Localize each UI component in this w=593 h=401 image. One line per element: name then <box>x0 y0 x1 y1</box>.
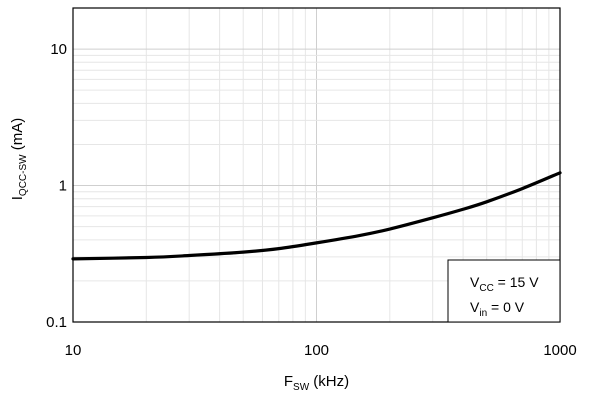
plot-frame <box>72 7 561 323</box>
annotation-vcc-rest: = 15 V <box>494 274 539 290</box>
annotation-vcc-main: V <box>470 274 480 290</box>
y-tick-label: 10 <box>50 41 67 58</box>
x-axis-label-sub: SW <box>293 382 310 393</box>
x-tick-label: 10 <box>65 342 82 359</box>
condition-annotation: VCC = 15 V Vin = 0 V <box>447 259 561 323</box>
tick-labels: 10 100 1000 0.1 1 10 <box>46 41 577 359</box>
y-axis-label-rest: (mA) <box>9 118 26 155</box>
annotation-line-vin: Vin = 0 V <box>470 299 525 319</box>
x-tick-label: 100 <box>304 342 329 359</box>
annotation-vin-main: V <box>470 299 480 315</box>
annotation-box <box>447 259 561 323</box>
y-axis-label-main: I <box>9 196 26 200</box>
y-axis-label-sub: QCC-SW <box>18 154 29 196</box>
x-axis-label: FSW (kHz) <box>284 373 349 393</box>
y-tick-label: 1 <box>59 178 67 195</box>
x-tick-label: 1000 <box>543 342 576 359</box>
y-tick-label: 0.1 <box>46 314 67 331</box>
annotation-line-vcc: VCC = 15 V <box>470 274 539 294</box>
annotation-vcc-sub: CC <box>479 283 493 294</box>
series-line <box>71 171 562 261</box>
y-axis-label: IQCC-SW (mA) <box>9 118 29 201</box>
series-group <box>71 171 562 261</box>
x-axis-label-main: F <box>284 373 293 390</box>
x-axis-label-rest: (kHz) <box>309 373 349 390</box>
annotation-vin-rest: = 0 V <box>487 299 525 315</box>
annotation-vin-sub: in <box>479 308 487 319</box>
